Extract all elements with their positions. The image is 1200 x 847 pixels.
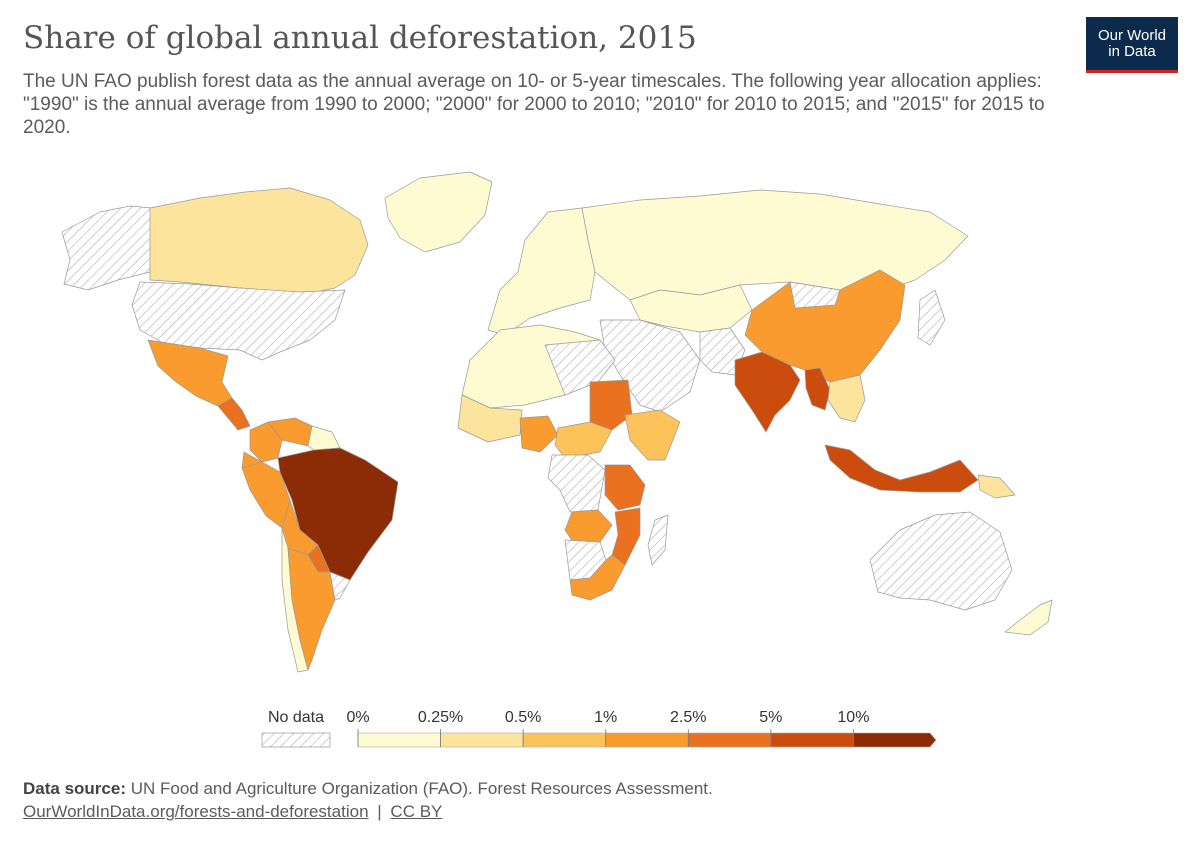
legend-bin-swatch[interactable]: [357, 732, 441, 748]
owid-logo[interactable]: Our World in Data: [1086, 17, 1178, 73]
country-alaska[interactable]: [61, 205, 153, 291]
country-madagascar[interactable]: [647, 514, 669, 566]
country-canada[interactable]: [149, 187, 369, 296]
country-uruguay[interactable]: [329, 571, 351, 601]
country-dr-congo[interactable]: [547, 454, 606, 513]
logo-line-1: Our World: [1097, 26, 1167, 44]
country-south-africa[interactable]: [569, 554, 626, 601]
world-map: [61, 171, 1053, 673]
country-new-zealand[interactable]: [1004, 599, 1053, 636]
legend-bin-label: 0.25%: [418, 709, 463, 726]
legend-bin-label: 0%: [346, 709, 369, 726]
legend-bin-swatch[interactable]: [440, 732, 524, 748]
legend-bin-swatch[interactable]: [770, 732, 854, 748]
legend-bin-label: 2.5%: [670, 709, 706, 726]
footer: Data source: UN Food and Agriculture Org…: [23, 777, 713, 823]
country-tanzania[interactable]: [604, 464, 646, 511]
country-papua-new-guinea[interactable]: [977, 474, 1016, 499]
country-mongolia[interactable]: [789, 281, 841, 309]
legend-bin-swatch[interactable]: [853, 732, 937, 748]
country-mozambique[interactable]: [611, 507, 641, 566]
country-brazil[interactable]: [277, 447, 399, 581]
chart-subtitle: The UN FAO publish forest data as the an…: [23, 71, 1045, 138]
legend-no-data-label: No data: [268, 709, 324, 726]
country-angola-zambia[interactable]: [564, 509, 613, 546]
footer-links: OurWorldInData.org/forests-and-deforesta…: [23, 800, 713, 823]
country-central-america[interactable]: [217, 397, 251, 431]
country-greenland[interactable]: [384, 171, 493, 253]
country-argentina[interactable]: [287, 547, 336, 671]
legend-bin-label: 10%: [837, 709, 869, 726]
data-source-line: Data source: UN Food and Agriculture Org…: [23, 777, 713, 800]
owid-topic-link[interactable]: OurWorldInData.org/forests-and-deforesta…: [23, 802, 369, 821]
legend-bin-swatch[interactable]: [522, 732, 607, 748]
country-egypt[interactable]: [544, 339, 616, 396]
legend-bin-label: 5%: [759, 709, 782, 726]
chart-title: Share of global annual deforestation, 20…: [23, 20, 697, 56]
country-west-africa[interactable]: [457, 394, 523, 443]
country-indonesia[interactable]: [824, 444, 979, 493]
license-link[interactable]: CC BY: [390, 802, 443, 821]
legend-bin-swatch[interactable]: [687, 732, 772, 748]
logo-line-2: in Data: [1108, 42, 1156, 60]
country-mexico[interactable]: [147, 339, 233, 407]
country-russia[interactable]: [581, 189, 969, 301]
country-nigeria[interactable]: [519, 415, 559, 453]
legend-bin-label: 0.5%: [505, 709, 541, 726]
country-australia[interactable]: [869, 511, 1013, 611]
data-source-text: UN Food and Agriculture Organization (FA…: [130, 779, 713, 798]
color-legend: No data 0% 0.25% 0.5% 1% 2.5% 5% 10%: [261, 709, 937, 748]
data-source-label: Data source:: [23, 779, 126, 798]
legend-bin-label: 1%: [594, 709, 617, 726]
country-europe[interactable]: [487, 207, 596, 336]
country-sudan[interactable]: [589, 379, 633, 431]
country-united-states[interactable]: [131, 281, 346, 361]
country-guianas[interactable]: [307, 425, 341, 451]
country-horn-of-africa[interactable]: [624, 409, 681, 461]
country-japan[interactable]: [917, 289, 946, 346]
legend-no-data-swatch[interactable]: [261, 732, 331, 748]
footer-separator: |: [377, 802, 382, 821]
country-indochina[interactable]: [827, 374, 866, 423]
country-central-africa[interactable]: [554, 421, 613, 459]
country-china[interactable]: [744, 269, 906, 383]
country-central-asia[interactable]: [629, 284, 753, 333]
legend-bin-swatch[interactable]: [605, 732, 689, 748]
country-myanmar[interactable]: [804, 367, 831, 411]
